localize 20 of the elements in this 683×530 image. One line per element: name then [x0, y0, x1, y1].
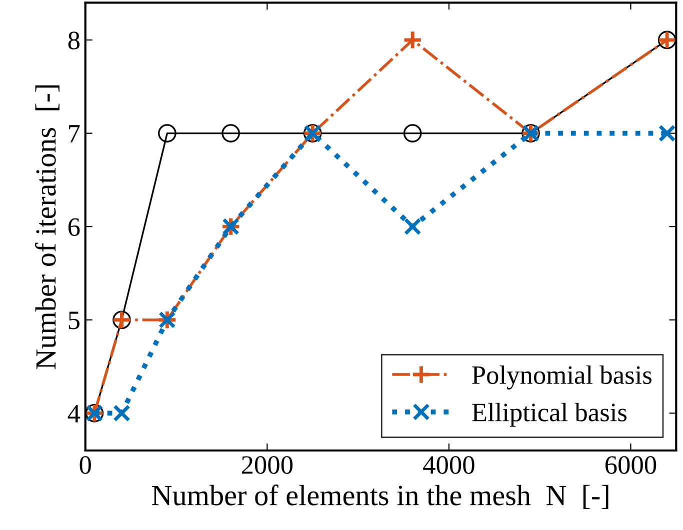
- x-axis-title: Number of elements in the mesh N [-]: [152, 484, 608, 509]
- x-tick-label: 6000: [605, 456, 656, 474]
- y-tick-label: 8: [68, 32, 80, 50]
- y-tick-label: 4: [68, 404, 80, 422]
- point: [158, 124, 176, 142]
- point: [404, 218, 422, 236]
- y-tick-label: 6: [68, 218, 80, 236]
- point: [113, 404, 130, 422]
- y-axis-title: Number of iterations [-]: [35, 85, 60, 370]
- point: [658, 124, 676, 142]
- point: [403, 124, 422, 142]
- x-tick-label: 0: [80, 456, 91, 474]
- legend-label: Elliptical basis: [472, 402, 627, 427]
- y-tick-label: 7: [69, 125, 80, 142]
- point: [222, 124, 240, 142]
- x-tick-label: 2000: [242, 456, 293, 474]
- legend-label: Polynomial basis: [472, 365, 652, 390]
- y-tick-label: 5: [68, 312, 80, 330]
- point: [402, 30, 423, 50]
- x-tick-label: 4000: [423, 456, 474, 474]
